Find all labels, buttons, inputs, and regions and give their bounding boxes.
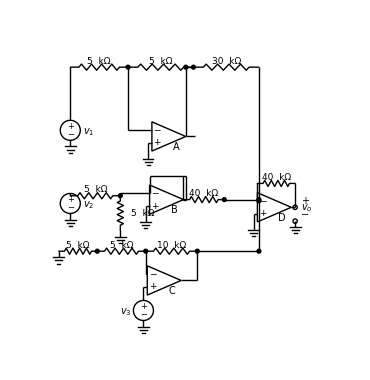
Text: −: −	[140, 310, 147, 319]
Text: −: −	[153, 125, 161, 135]
Text: D: D	[278, 212, 286, 223]
Text: 5  kΩ: 5 kΩ	[87, 57, 111, 65]
Circle shape	[257, 199, 261, 203]
Circle shape	[118, 194, 122, 198]
Text: 5  kΩ: 5 kΩ	[66, 241, 90, 250]
Circle shape	[95, 249, 99, 253]
Text: 40  kΩ: 40 kΩ	[189, 189, 218, 198]
Circle shape	[195, 249, 199, 253]
Circle shape	[257, 249, 261, 253]
Text: $v_1$: $v_1$	[83, 126, 94, 138]
Text: −: −	[149, 269, 156, 279]
Text: $v_3$: $v_3$	[120, 306, 131, 318]
Text: 30  kΩ: 30 kΩ	[212, 57, 241, 65]
Circle shape	[126, 65, 130, 69]
Circle shape	[222, 198, 226, 201]
Text: −: −	[301, 210, 309, 220]
Text: 5  kΩ: 5 kΩ	[110, 241, 133, 250]
Text: $v_2$: $v_2$	[83, 199, 94, 211]
Text: $v_o$: $v_o$	[301, 202, 313, 214]
Text: +: +	[149, 282, 156, 291]
Text: B: B	[171, 205, 178, 215]
Text: −: −	[67, 130, 74, 139]
Circle shape	[257, 198, 261, 201]
Circle shape	[184, 65, 188, 69]
Text: +: +	[67, 195, 74, 204]
Text: +: +	[151, 201, 158, 211]
Text: +: +	[140, 302, 147, 311]
Circle shape	[144, 249, 148, 253]
Text: −: −	[259, 196, 266, 205]
Text: 10  kΩ: 10 kΩ	[157, 241, 186, 250]
Text: 5  kΩ: 5 kΩ	[149, 57, 172, 65]
Circle shape	[192, 65, 195, 69]
Text: C: C	[169, 286, 175, 296]
Text: 5  kΩ: 5 kΩ	[84, 185, 107, 194]
Text: +: +	[301, 196, 309, 206]
Text: 40  kΩ: 40 kΩ	[262, 173, 291, 182]
Text: +: +	[153, 138, 161, 147]
Text: 5  kΩ: 5 kΩ	[131, 209, 155, 218]
Text: +: +	[67, 122, 74, 131]
Text: −: −	[67, 203, 74, 212]
Text: +: +	[259, 209, 266, 218]
Text: A: A	[173, 142, 180, 152]
Text: −: −	[151, 188, 158, 198]
